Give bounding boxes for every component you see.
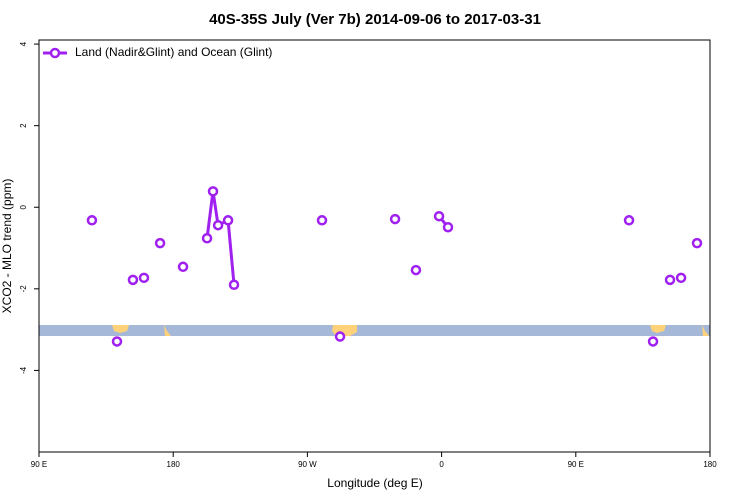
land-strip bbox=[39, 325, 710, 336]
x-tick-label: 180 bbox=[167, 460, 181, 469]
data-point bbox=[138, 272, 150, 284]
land-shape bbox=[164, 325, 171, 336]
data-point bbox=[201, 232, 213, 244]
data-point bbox=[212, 219, 224, 231]
y-axis-label: XCO2 - MLO trend (ppm) bbox=[0, 179, 14, 314]
legend-label: Land (Nadir&Glint) and Ocean (Glint) bbox=[75, 45, 272, 59]
land-shape bbox=[650, 325, 666, 333]
data-point bbox=[675, 272, 687, 284]
data-point bbox=[177, 261, 189, 273]
land-shape bbox=[112, 325, 129, 333]
y-tick-label: 0 bbox=[19, 204, 28, 209]
data-point bbox=[334, 331, 346, 342]
data-point bbox=[623, 215, 635, 226]
data-point bbox=[410, 264, 422, 276]
y-tick-label: 4 bbox=[19, 41, 28, 46]
y-tick-label: -2 bbox=[19, 285, 28, 293]
data-point bbox=[316, 215, 328, 226]
y-tick-label: -4 bbox=[19, 366, 28, 374]
data-point bbox=[647, 336, 659, 347]
ocean-band bbox=[39, 325, 710, 336]
data-point bbox=[86, 215, 98, 226]
chart-title: 40S-35S July (Ver 7b) 2014-09-06 to 2017… bbox=[209, 11, 541, 28]
data-point bbox=[154, 237, 166, 249]
x-axis-label: Longitude (deg E) bbox=[327, 476, 422, 490]
x-tick-label: 90 W bbox=[298, 460, 317, 469]
data-point bbox=[207, 186, 219, 197]
data-point bbox=[691, 237, 703, 249]
land-shape bbox=[702, 325, 709, 336]
data-point bbox=[442, 221, 454, 233]
data-point bbox=[127, 274, 139, 286]
legend-marker bbox=[49, 47, 61, 59]
plot-frame bbox=[38, 39, 711, 453]
data-point bbox=[228, 279, 240, 291]
data-point bbox=[433, 210, 445, 222]
y-tick-label: 2 bbox=[19, 123, 28, 128]
data-point bbox=[389, 213, 401, 225]
x-tick-label: 180 bbox=[703, 460, 717, 469]
data-point bbox=[664, 274, 676, 286]
x-tick-label: 90 E bbox=[31, 460, 47, 469]
data-point bbox=[111, 336, 123, 347]
x-tick-label: 90 E bbox=[568, 460, 584, 469]
x-tick-label: 0 bbox=[439, 460, 444, 469]
data-point bbox=[222, 215, 234, 226]
